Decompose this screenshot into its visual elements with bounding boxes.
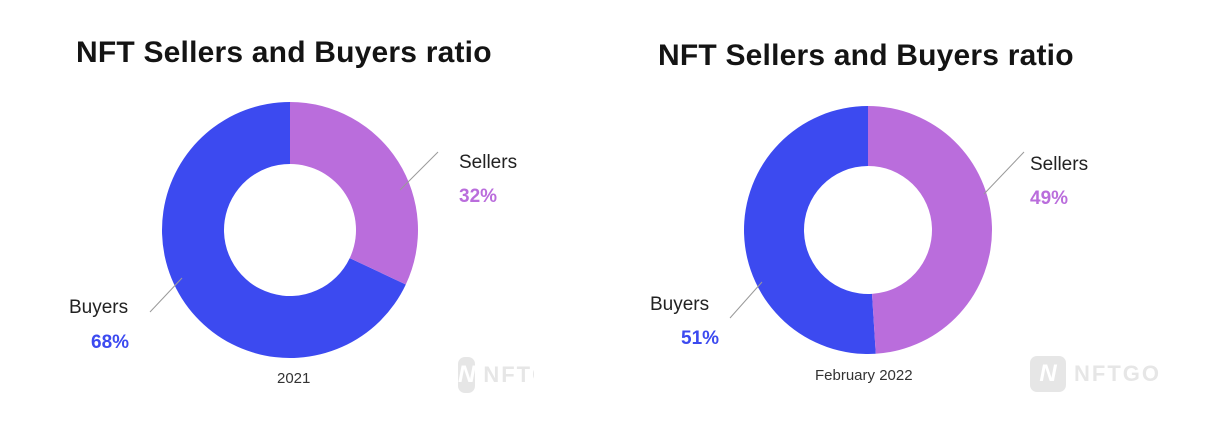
watermark: N NFTGO <box>1030 356 1161 392</box>
buyers-leader-line <box>729 281 763 319</box>
sellers-percentage: 32% <box>459 186 498 207</box>
chart-panel-2021: NFT Sellers and Buyers ratio Sellers 32%… <box>69 36 534 393</box>
nftgo-logo-icon: N <box>458 357 476 393</box>
sellers-slice <box>290 102 418 285</box>
chart-title: NFT Sellers and Buyers ratio <box>76 36 492 69</box>
buyers-leader-line <box>149 277 183 313</box>
chart-panel-feb-2022: NFT Sellers and Buyers ratio Sellers 49%… <box>606 0 1212 422</box>
chart-subtitle: February 2022 <box>815 367 913 384</box>
buyers-percentage: 68% <box>91 332 130 353</box>
donut-chart <box>149 102 439 358</box>
buyers-slice <box>162 102 406 358</box>
buyers-label: Buyers <box>650 294 710 315</box>
donut-chart <box>729 106 1025 354</box>
buyers-label: Buyers <box>69 297 129 318</box>
sellers-slice <box>868 106 992 354</box>
sellers-label: Sellers <box>1030 154 1089 175</box>
sellers-label: Sellers <box>459 152 518 173</box>
buyers-slice <box>743 106 876 354</box>
nftgo-logo-icon: N <box>1030 356 1066 392</box>
chart-subtitle: 2021 <box>277 370 311 387</box>
chart-title: NFT Sellers and Buyers ratio <box>658 39 1074 72</box>
sellers-leader-line <box>983 151 1025 195</box>
sellers-percentage: 49% <box>1030 188 1069 209</box>
watermark: N NFTGO <box>458 357 534 393</box>
watermark-text: NFTGO <box>483 362 534 387</box>
watermark-text: NFTGO <box>1074 361 1161 386</box>
buyers-percentage: 51% <box>681 328 720 349</box>
sellers-leader-line <box>399 151 439 191</box>
